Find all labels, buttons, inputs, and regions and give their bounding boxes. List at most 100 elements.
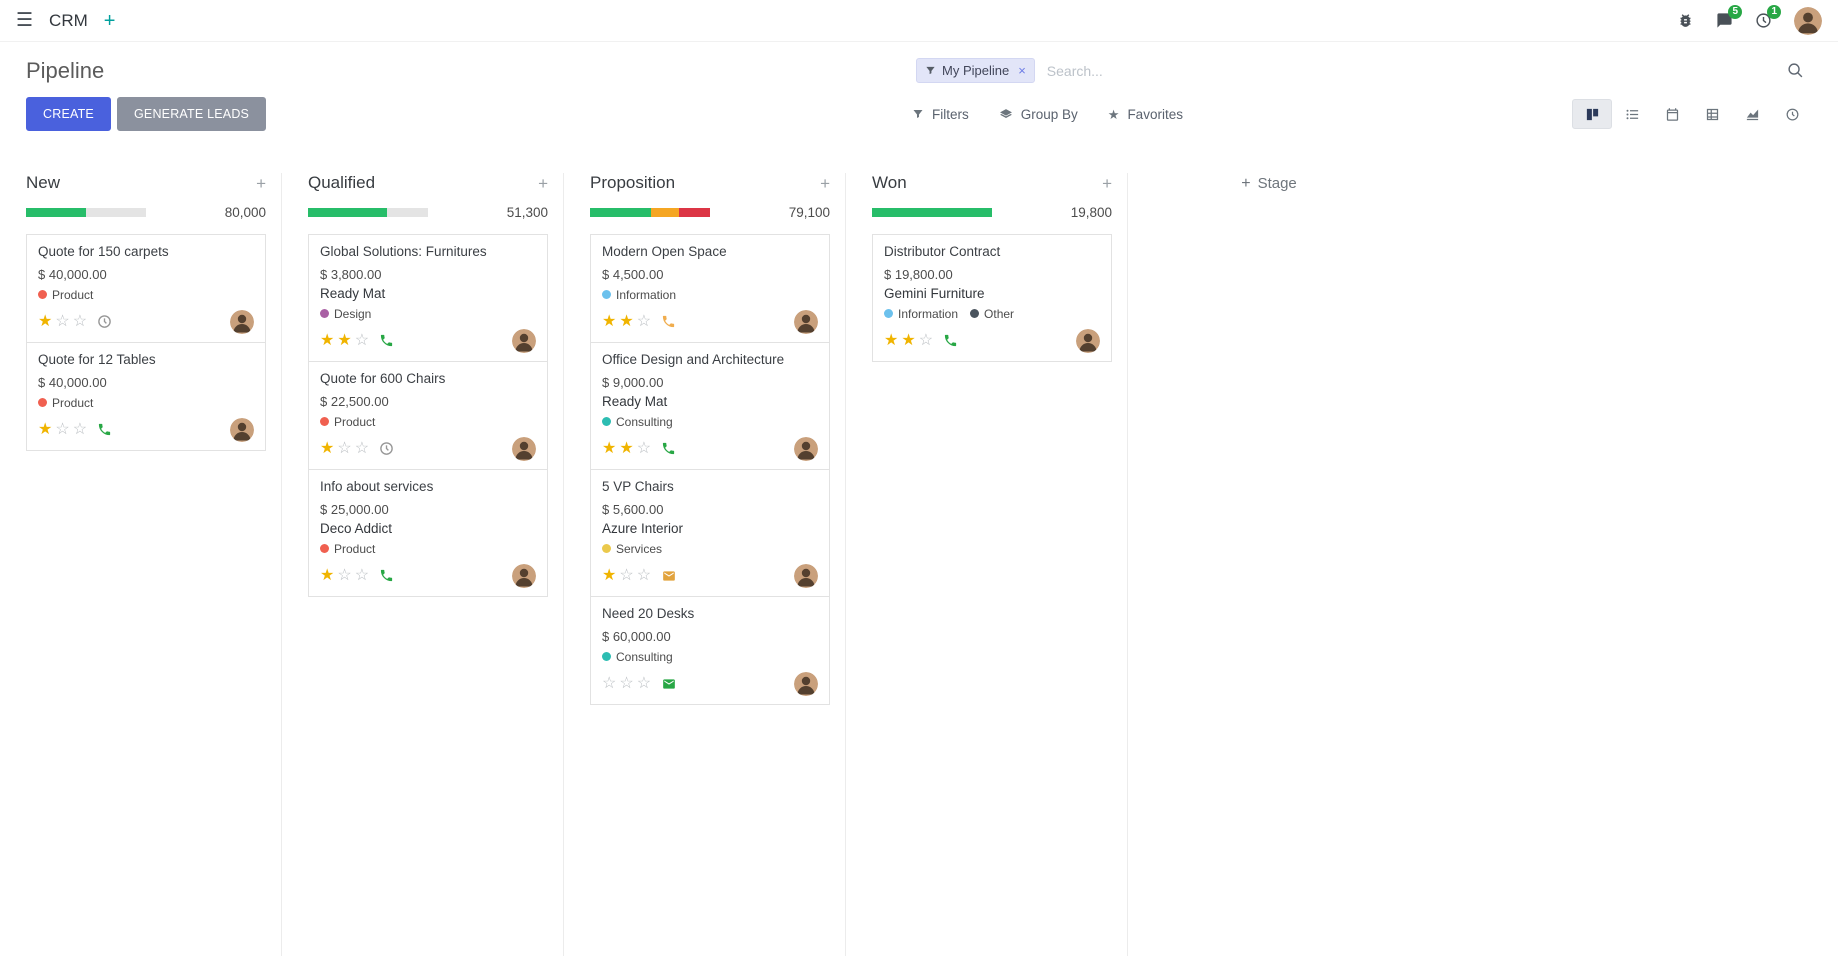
kanban-card[interactable]: Info about services $ 25,000.00 Deco Addic… xyxy=(308,468,548,597)
priority-star-icon[interactable]: ☆ xyxy=(619,674,634,692)
priority-star-icon[interactable]: ☆ xyxy=(354,331,370,349)
priority-star-icon[interactable]: ☆ xyxy=(354,566,370,584)
calendar-view-button[interactable] xyxy=(1652,99,1692,129)
card-avatar[interactable] xyxy=(512,563,536,588)
add-record-icon[interactable]: + xyxy=(1102,173,1112,193)
card-avatar[interactable] xyxy=(512,328,536,353)
column-header: Won + xyxy=(872,173,1112,193)
priority-star-icon[interactable]: ★ xyxy=(38,420,53,438)
kanban-card[interactable]: Need 20 Desks $ 60,000.00 Consulting ☆ ☆ ☆ xyxy=(590,595,830,705)
kanban-view-button[interactable] xyxy=(1572,99,1612,129)
priority-star-icon[interactable]: ☆ xyxy=(337,566,352,584)
apps-menu-icon[interactable]: ☰ xyxy=(16,10,34,31)
activity-phone-icon[interactable] xyxy=(943,333,958,348)
priority-star-icon[interactable]: ☆ xyxy=(354,439,370,457)
app-name[interactable]: CRM xyxy=(49,10,88,30)
card-footer-left: ★ ★ ☆ xyxy=(884,331,958,349)
card-avatar[interactable] xyxy=(794,563,818,588)
priority-star-icon[interactable]: ★ xyxy=(320,439,335,457)
kanban-card[interactable]: Quote for 600 Chairs $ 22,500.00 Product ★ ☆… xyxy=(308,360,548,470)
search-facet[interactable]: My Pipeline × xyxy=(916,58,1035,83)
generate-leads-button[interactable]: GENERATE LEADS xyxy=(116,97,267,131)
priority-star-icon[interactable]: ☆ xyxy=(619,566,634,584)
priority-star-icon[interactable]: ★ xyxy=(602,312,617,330)
priority-star-icon[interactable]: ☆ xyxy=(72,312,88,330)
tag-color-dot xyxy=(602,652,611,661)
column-progressbar[interactable] xyxy=(872,208,992,217)
create-button[interactable]: CREATE xyxy=(26,97,111,131)
quick-add-icon[interactable]: + xyxy=(103,9,116,32)
priority-star-icon[interactable]: ★ xyxy=(38,312,53,330)
activity-view-button[interactable] xyxy=(1772,99,1812,129)
user-avatar[interactable] xyxy=(1794,6,1822,35)
priority-star-icon[interactable]: ★ xyxy=(320,566,335,584)
messages-icon[interactable]: 5 xyxy=(1716,5,1742,29)
kanban-card[interactable]: 5 VP Chairs $ 5,600.00 Azure Interior Servi… xyxy=(590,468,830,597)
priority-star-icon[interactable]: ☆ xyxy=(72,420,88,438)
column-progressbar[interactable] xyxy=(590,208,710,217)
remove-facet-icon[interactable]: × xyxy=(1018,63,1026,78)
activity-clock-icon[interactable] xyxy=(379,441,394,456)
activity-phone-icon[interactable] xyxy=(379,333,394,348)
card-avatar[interactable] xyxy=(794,671,818,696)
card-tag: Design xyxy=(320,307,371,321)
add-record-icon[interactable]: + xyxy=(256,173,266,193)
priority-star-icon[interactable]: ★ xyxy=(619,312,634,330)
card-tag: Consulting xyxy=(602,415,673,429)
graph-view-button[interactable] xyxy=(1732,99,1772,129)
search-input[interactable] xyxy=(1044,61,1777,80)
activity-envelope-icon[interactable] xyxy=(661,569,677,583)
card-tags: Design xyxy=(320,307,536,321)
priority-star-icon[interactable]: ☆ xyxy=(337,439,352,457)
add-record-icon[interactable]: + xyxy=(820,173,830,193)
priority-star-icon[interactable]: ★ xyxy=(602,439,617,457)
priority-star-icon[interactable]: ☆ xyxy=(636,312,652,330)
priority-star-icon[interactable]: ★ xyxy=(602,566,617,584)
column-progressbar[interactable] xyxy=(26,208,146,217)
favorites-button[interactable]: ★ Favorites xyxy=(1108,107,1183,122)
list-view-button[interactable] xyxy=(1612,99,1652,129)
card-avatar[interactable] xyxy=(794,309,818,334)
priority-star-icon[interactable]: ★ xyxy=(884,331,899,349)
kanban-card[interactable]: Distributor Contract $ 19,800.00 Gemini Fu… xyxy=(872,234,1112,362)
activity-phone-icon[interactable] xyxy=(379,568,394,583)
debug-bug-icon[interactable] xyxy=(1677,12,1694,29)
priority-star-icon[interactable]: ☆ xyxy=(636,674,652,692)
card-avatar[interactable] xyxy=(230,309,254,334)
activity-envelope-icon[interactable] xyxy=(661,677,677,691)
priority-star-icon[interactable]: ☆ xyxy=(55,420,70,438)
priority-star-icon[interactable]: ★ xyxy=(337,331,352,349)
search-icon[interactable] xyxy=(1787,62,1804,79)
column-progressbar[interactable] xyxy=(308,208,428,217)
card-avatar[interactable] xyxy=(512,436,536,461)
priority-star-icon[interactable]: ☆ xyxy=(636,566,652,584)
priority-star-icon[interactable]: ☆ xyxy=(55,312,70,330)
card-avatar[interactable] xyxy=(1076,328,1100,353)
activity-phone-icon[interactable] xyxy=(661,314,676,329)
group-by-button[interactable]: Group By xyxy=(999,107,1078,122)
priority-star-icon[interactable]: ★ xyxy=(901,331,916,349)
kanban-card[interactable]: Global Solutions: Furnitures $ 3,800.00 Re… xyxy=(308,234,548,362)
add-stage-column[interactable]: + Stage xyxy=(1128,173,1410,193)
tag-color-dot xyxy=(602,417,611,427)
activity-clock-icon[interactable] xyxy=(97,314,112,329)
pivot-view-button[interactable] xyxy=(1692,99,1732,129)
kanban-card[interactable]: Quote for 12 Tables $ 40,000.00 Product ★ ☆ ☆ xyxy=(26,341,266,451)
kanban-card[interactable]: Office Design and Architecture $ 9,000.00… xyxy=(590,341,830,470)
activity-phone-icon[interactable] xyxy=(97,422,112,437)
card-avatar[interactable] xyxy=(794,436,818,461)
activities-clock-icon[interactable]: 1 xyxy=(1755,5,1781,29)
card-avatar[interactable] xyxy=(230,417,254,442)
add-record-icon[interactable]: + xyxy=(538,173,548,193)
priority-star-icon[interactable]: ☆ xyxy=(918,331,934,349)
column-title: Qualified xyxy=(308,173,376,192)
filters-button[interactable]: Filters xyxy=(912,107,969,122)
priority-star-icon[interactable]: ★ xyxy=(619,439,634,457)
priority-star-icon[interactable]: ☆ xyxy=(602,674,617,692)
activity-phone-icon[interactable] xyxy=(661,441,676,456)
priority-star-icon[interactable]: ☆ xyxy=(636,439,652,457)
priority-star-icon[interactable]: ★ xyxy=(320,331,335,349)
kanban-card[interactable]: Modern Open Space $ 4,500.00 Information ★ ★… xyxy=(590,234,830,343)
kanban-card[interactable]: Quote for 150 carpets $ 40,000.00 Product ★… xyxy=(26,234,266,343)
column-total: 79,100 xyxy=(788,205,830,220)
